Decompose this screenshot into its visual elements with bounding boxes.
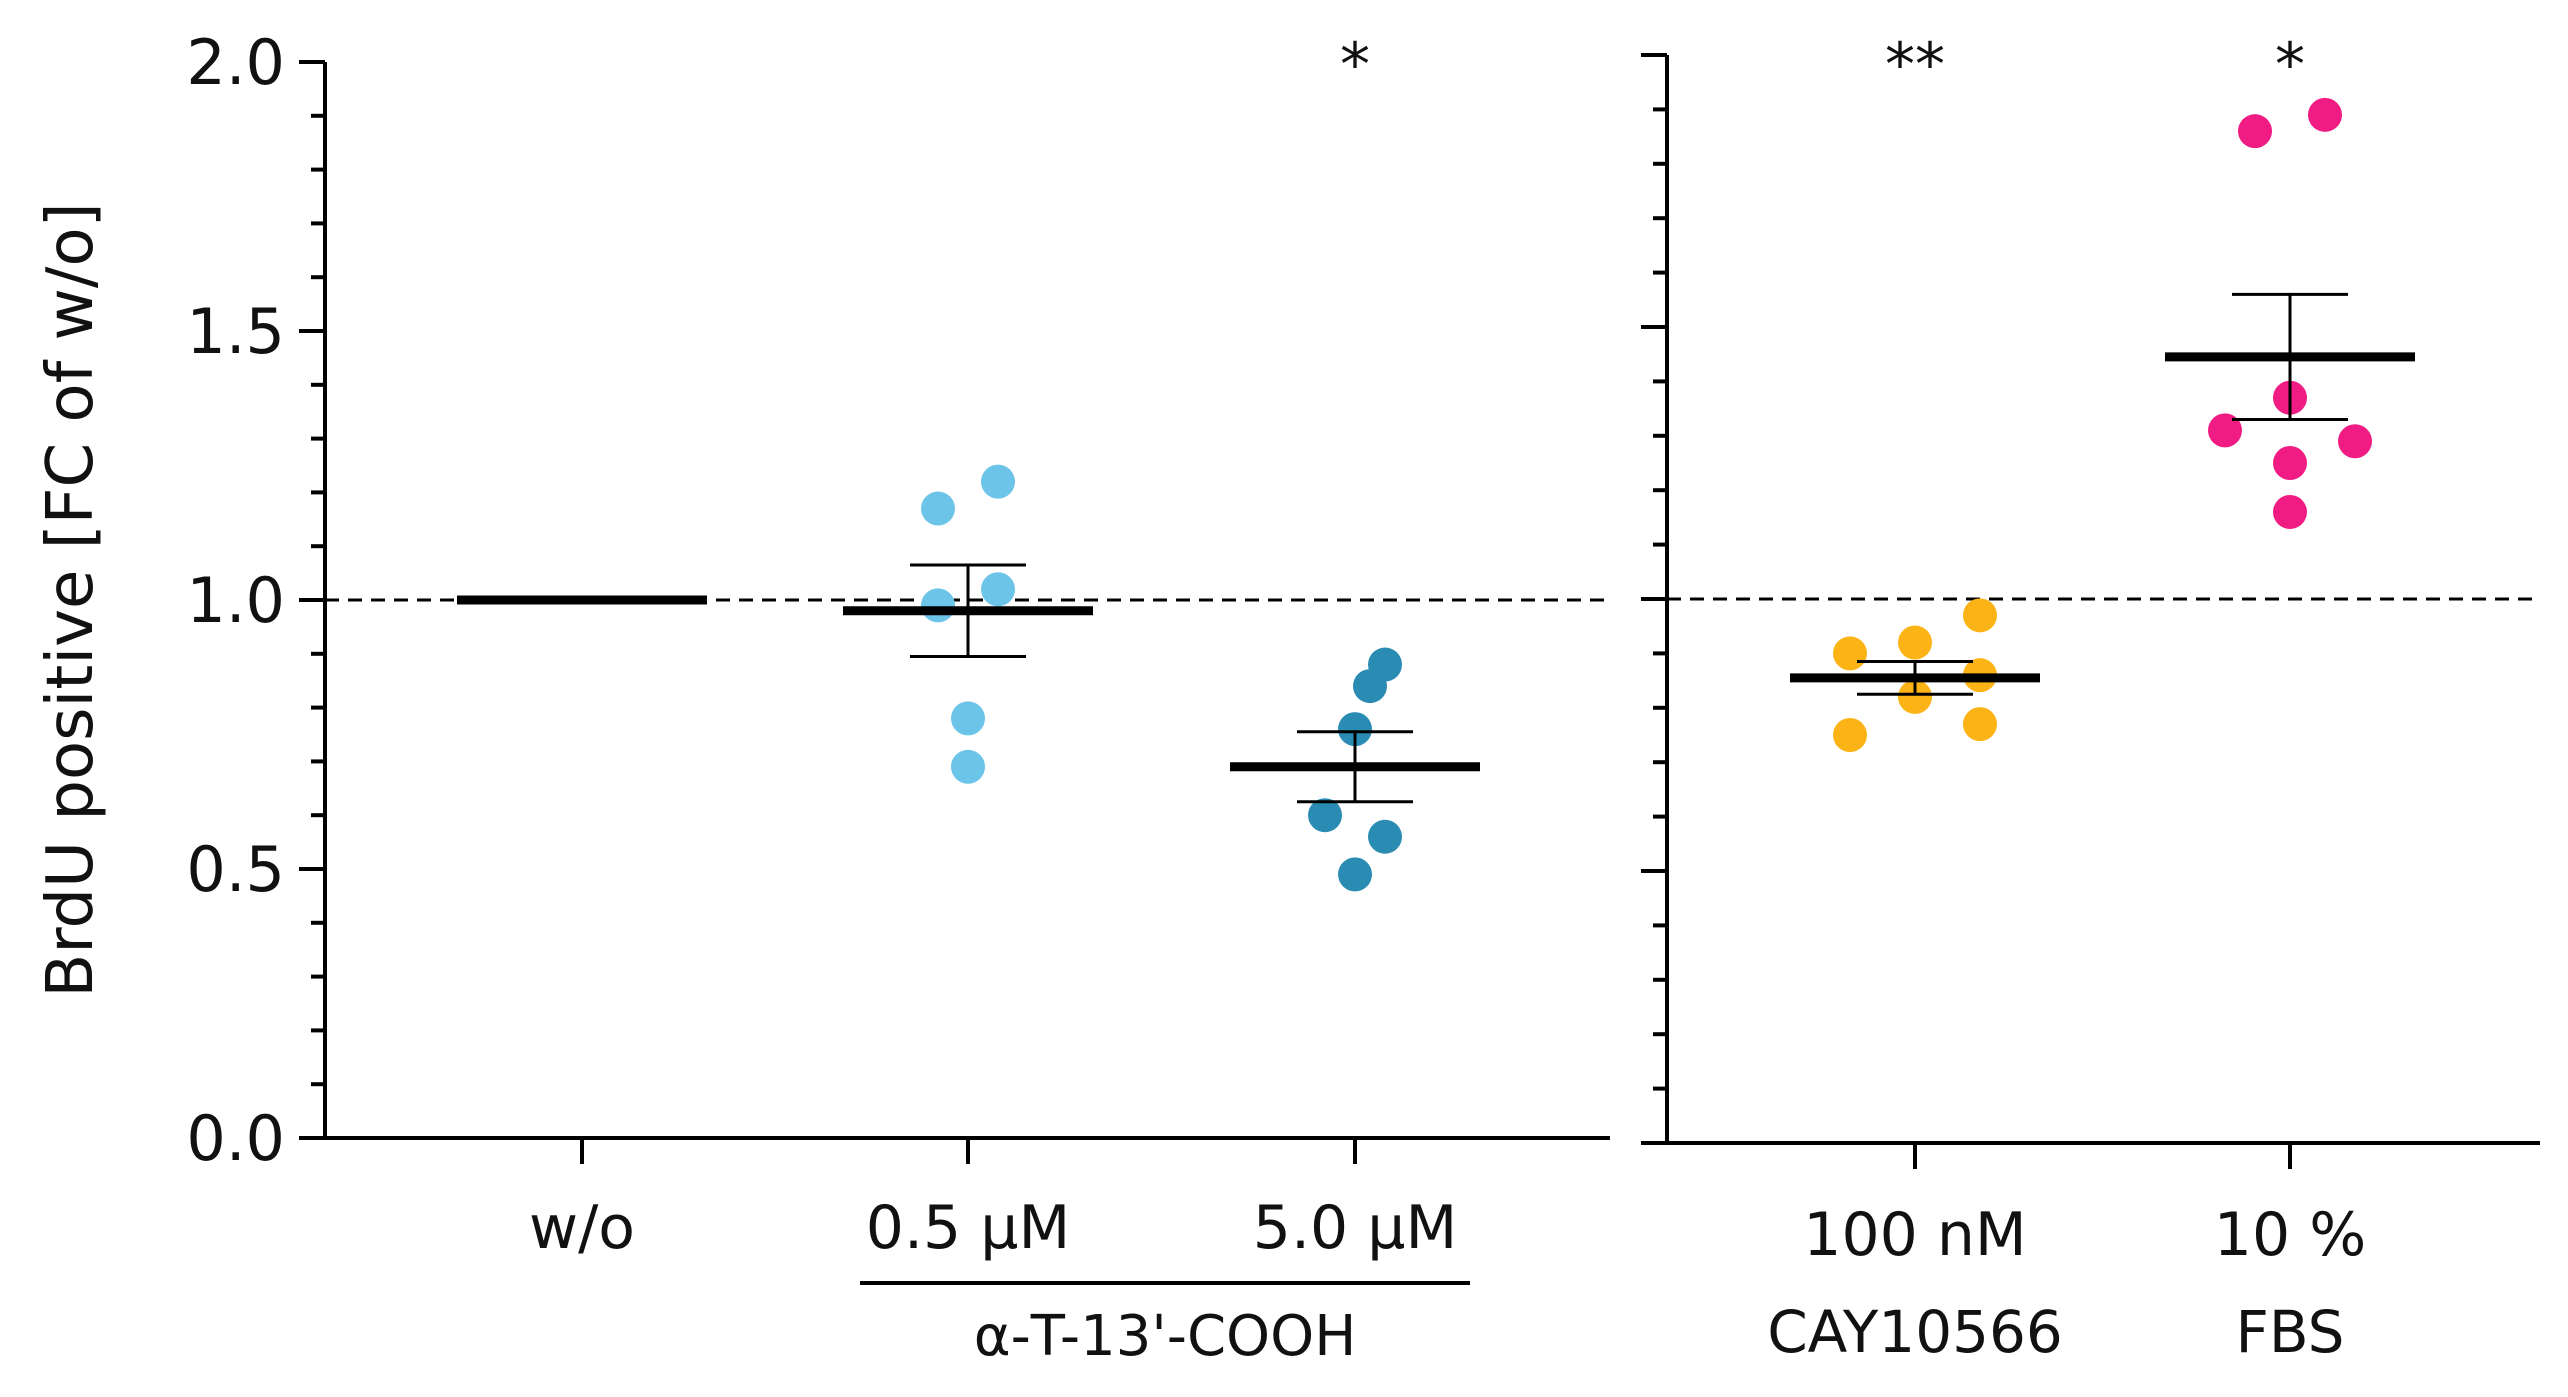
right-panel: 100 nM CAY10566 ** 10 % FBS * [1641,30,2540,1366]
group-1: 10 % FBS * [2165,30,2415,1366]
data-point [1368,819,1402,854]
y-axis-label: BrdU positive [FC of w/o] [34,202,108,997]
data-point [921,588,955,623]
data-point [2273,494,2307,529]
significance-marker: ** [1885,30,1945,100]
x-tick-label: 100 nM [1803,1200,2026,1270]
y-tick-label: 0.5 [186,833,285,906]
data-point [1338,857,1372,892]
data-point [1368,647,1402,682]
x-tick-label: 0.5 µM [866,1193,1070,1263]
data-point [1833,636,1867,671]
y-tick-label: 0.0 [186,1102,285,1175]
data-point [921,491,955,526]
significance-marker: * [2275,30,2305,100]
data-point [1963,707,1997,742]
significance-marker: * [1340,30,1370,100]
data-point [1833,718,1867,752]
data-point [981,464,1015,499]
data-point [2308,97,2342,132]
data-point [2338,424,2372,459]
data-point [1963,598,1997,633]
left-panel: 0.0 0.5 1.0 1.5 2.0 w/o 0.5 µM 5.0 µM * α-T-13'… [186,26,1610,1369]
group-1: 0.5 µM [843,464,1093,1263]
right-y-ticks [1641,53,1667,1145]
left-groups: w/o 0.5 µM 5.0 µM * [457,30,1480,1263]
x-tick-label: w/o [529,1193,635,1263]
x-group-sublabel: FBS [2236,1298,2345,1366]
data-point [1898,679,1932,714]
left-y-ticks: 0.0 0.5 1.0 1.5 2.0 [186,26,325,1175]
data-point [2208,413,2242,448]
data-point [981,572,1015,607]
data-point [2273,446,2307,480]
y-tick-label: 2.0 [186,26,285,99]
group-2: 5.0 µM * [1230,30,1480,1263]
x-group-sublabel: CAY10566 [1767,1298,2063,1366]
compound-bracket-label: α-T-13'-COOH [974,1304,1357,1369]
data-point [1898,625,1932,660]
x-tick-label: 10 % [2214,1200,2366,1270]
data-point [1308,798,1342,833]
x-tick-label: 5.0 µM [1253,1193,1457,1263]
data-point [951,749,985,784]
y-tick-label: 1.5 [186,295,285,368]
data-point [2238,114,2272,149]
y-tick-label: 1.0 [186,564,285,637]
group-0: 100 nM CAY10566 ** [1767,30,2063,1366]
data-point [1338,712,1372,747]
data-point [951,701,985,736]
group-0: w/o [457,595,707,1263]
right-groups: 100 nM CAY10566 ** 10 % FBS * [1767,30,2415,1366]
